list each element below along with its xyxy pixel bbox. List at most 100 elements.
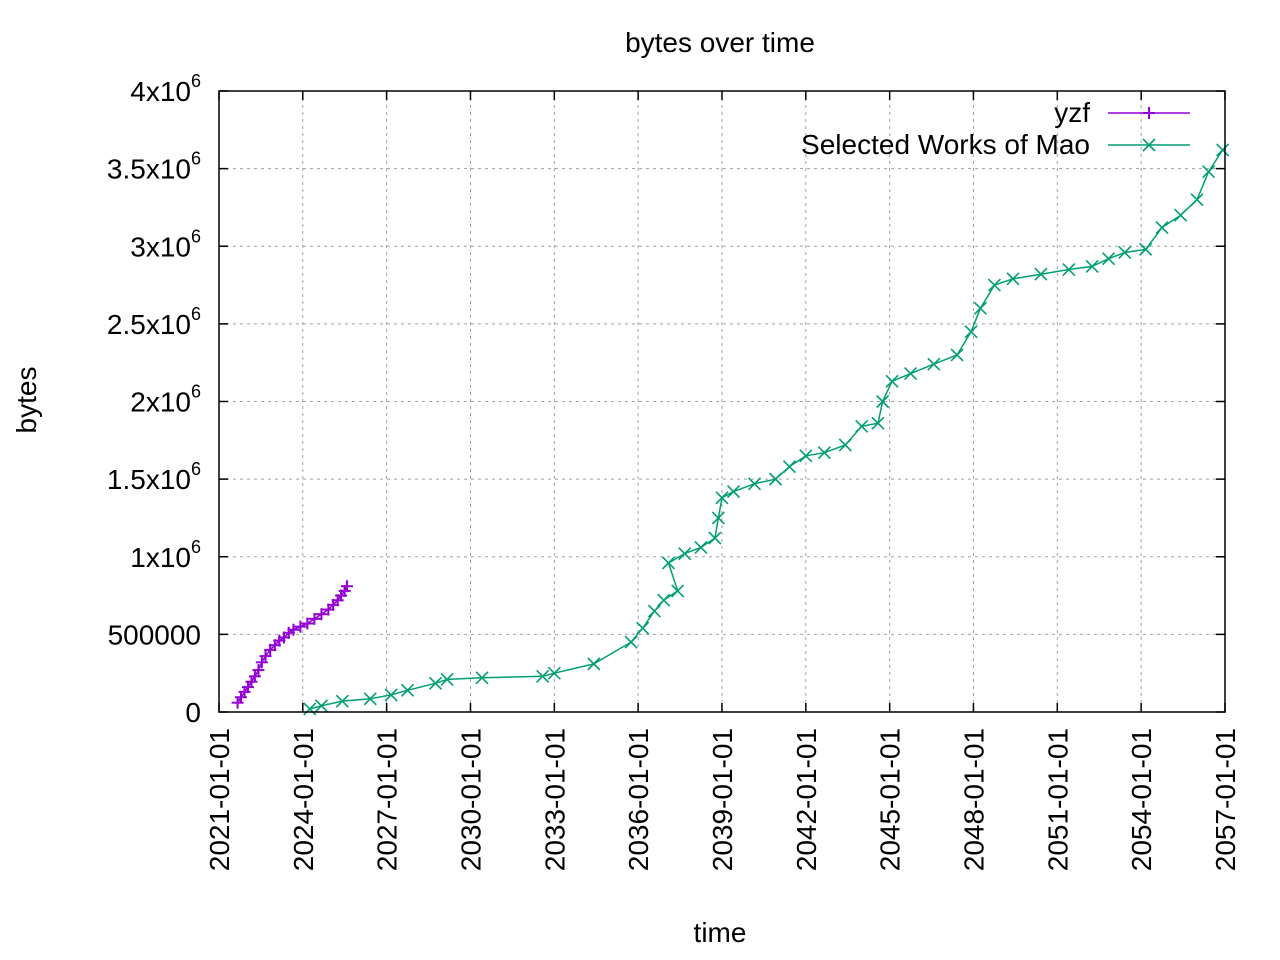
data-point	[782, 460, 797, 474]
data-point	[964, 325, 978, 339]
data-point	[636, 621, 650, 635]
data-point	[1139, 242, 1153, 256]
legend-label: yzf	[1054, 97, 1090, 128]
data-point	[1190, 193, 1204, 207]
data-point	[400, 683, 415, 697]
data-point	[1101, 252, 1116, 266]
series-line	[236, 585, 348, 704]
data-point	[308, 612, 321, 625]
x-tick-label: 2021-01-01	[204, 728, 235, 871]
x-tick-label: 2048-01-01	[958, 728, 989, 871]
data-point	[661, 556, 676, 570]
x-tick-label: 2033-01-01	[539, 728, 570, 871]
x-tick-label: 2036-01-01	[623, 728, 654, 871]
data-point	[314, 699, 329, 713]
grid	[219, 91, 1225, 712]
y-tick-label: 1.5x106	[107, 459, 201, 495]
data-point	[248, 670, 261, 683]
legend-marker	[1143, 107, 1155, 119]
data-point	[708, 531, 722, 545]
data-point	[1155, 221, 1169, 235]
data-point	[973, 301, 987, 315]
data-point	[384, 688, 398, 702]
data-point	[711, 511, 725, 525]
y-tick-label: 2x106	[130, 382, 201, 418]
data-point	[678, 547, 692, 561]
y-tick-label: 2.5x106	[107, 304, 201, 340]
data-point	[1006, 272, 1020, 286]
data-point	[987, 278, 1001, 292]
x-tick-label: 2027-01-01	[372, 728, 403, 871]
data-point	[715, 491, 729, 505]
data-point	[301, 617, 314, 630]
x-tick-label: 2039-01-01	[707, 728, 738, 871]
x-tick-label: 2030-01-01	[455, 728, 486, 871]
data-point	[747, 477, 762, 491]
data-point	[1118, 245, 1132, 260]
x-axis-title: time	[694, 917, 747, 948]
x-tick-label: 2057-01-01	[1210, 728, 1241, 871]
data-point	[255, 656, 268, 669]
data-point	[871, 416, 885, 430]
data-point	[587, 657, 601, 671]
y-tick-label: 0	[185, 697, 201, 728]
y-axis-title: bytes	[11, 367, 42, 434]
data-point	[475, 671, 489, 685]
data-point	[950, 348, 964, 362]
y-tick-label: 4x106	[130, 71, 201, 107]
data-point	[1202, 165, 1216, 179]
data-point	[876, 394, 890, 409]
x-tick-label: 2024-01-01	[288, 728, 319, 871]
y-tick-label: 1x106	[130, 537, 201, 573]
data-point	[799, 449, 813, 463]
x-tick-label: 2051-01-01	[1042, 728, 1073, 871]
y-tick-label: 3x106	[130, 226, 201, 262]
data-point	[252, 664, 265, 677]
data-point	[363, 692, 377, 706]
data-point	[694, 540, 708, 555]
x-tick-label: 2042-01-01	[791, 728, 822, 871]
x-tick-label: 2054-01-01	[1126, 728, 1157, 871]
x-tick-label: 2045-01-01	[875, 728, 906, 871]
data-point	[1216, 143, 1230, 157]
legend-label: Selected Works of Mao	[801, 129, 1090, 160]
data-point	[855, 419, 869, 433]
data-point	[536, 669, 550, 683]
data-point	[315, 608, 328, 621]
data-point	[838, 438, 852, 452]
series-group	[231, 143, 1230, 716]
plot-frame	[218, 90, 1226, 713]
data-point	[657, 593, 671, 607]
data-point	[671, 584, 685, 598]
y-tick-label: 500000	[108, 619, 201, 650]
y-tick-label: 3.5x106	[107, 149, 201, 185]
axis-ticks: 0 500000 1x106 1.5x106 2x106 2.5x106 3x106 3.5x…	[107, 71, 1241, 871]
data-point	[768, 472, 783, 486]
data-point	[440, 672, 454, 686]
data-point	[885, 374, 899, 388]
data-point	[726, 484, 741, 499]
data-point	[624, 635, 638, 649]
data-point	[428, 676, 443, 690]
data-point	[817, 446, 831, 460]
data-point	[294, 620, 307, 633]
data-point	[303, 702, 317, 716]
data-point	[1085, 259, 1099, 273]
series-line	[309, 149, 1224, 710]
data-point	[1174, 208, 1188, 222]
data-point	[903, 366, 918, 381]
data-point	[259, 650, 272, 663]
legend-marker	[1142, 138, 1156, 152]
data-point	[1034, 267, 1048, 281]
data-point	[340, 580, 353, 593]
data-point	[927, 357, 941, 371]
series-yzf	[231, 580, 353, 709]
data-point	[647, 604, 661, 618]
series-selected-works-of-mao	[303, 143, 1230, 716]
data-point	[287, 623, 300, 636]
data-point	[547, 666, 561, 680]
chart-title: bytes over time	[625, 27, 815, 58]
data-point	[1062, 262, 1076, 277]
